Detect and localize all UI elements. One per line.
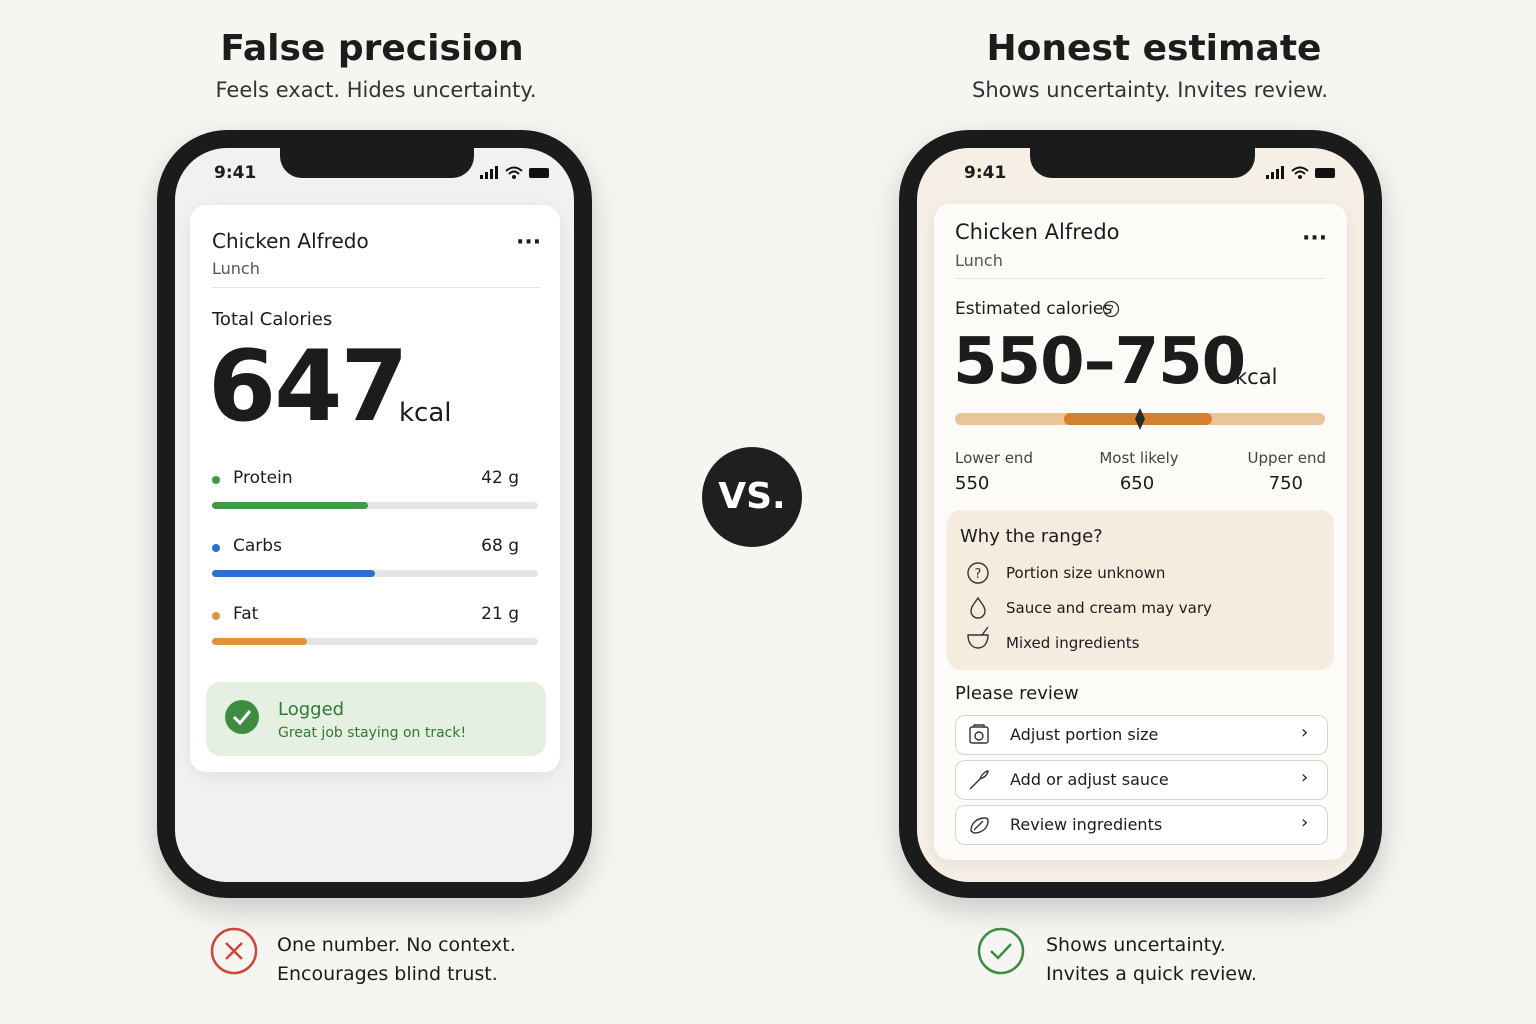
macro-bar bbox=[212, 638, 538, 645]
why-item: Portion size unknown bbox=[1006, 564, 1166, 582]
review-icon bbox=[969, 724, 989, 744]
why-item: Mixed ingredients bbox=[1006, 634, 1140, 652]
time: 9:41 bbox=[214, 163, 257, 183]
verdict-line: Shows uncertainty. bbox=[1046, 934, 1226, 956]
verdict-line: Encourages blind trust. bbox=[277, 963, 498, 985]
heading: Honest estimate bbox=[986, 28, 1322, 69]
verdict-line: Invites a quick review. bbox=[1046, 963, 1257, 985]
review-button[interactable] bbox=[955, 760, 1328, 800]
macro-name: Protein bbox=[233, 468, 293, 488]
calories-range: 550–750 bbox=[953, 325, 1246, 399]
macro-amount: 68 g bbox=[481, 536, 519, 556]
review-label[interactable]: Review ingredients bbox=[1010, 815, 1163, 834]
review-icon bbox=[970, 817, 989, 834]
verdict-line: One number. No context. bbox=[277, 934, 516, 956]
why-box bbox=[947, 510, 1334, 670]
chevron[interactable]: › bbox=[1301, 767, 1309, 788]
check-icon bbox=[225, 700, 259, 734]
review-title: Please review bbox=[955, 683, 1079, 704]
meal-name: Chicken Alfredo bbox=[212, 229, 369, 253]
range-label: Upper end bbox=[1247, 449, 1326, 467]
range-label: Most likely bbox=[1099, 449, 1179, 467]
divider bbox=[955, 278, 1325, 279]
help-icon[interactable]: ? bbox=[1102, 300, 1120, 318]
svg-text:?: ? bbox=[975, 567, 982, 582]
meal-type: Lunch bbox=[955, 251, 1003, 270]
range-value: 550 bbox=[955, 473, 990, 494]
why-title: Why the range? bbox=[960, 526, 1103, 547]
calories-label: Total Calories bbox=[212, 309, 333, 330]
range-value: 650 bbox=[1119, 473, 1155, 494]
macro-dot bbox=[212, 476, 220, 484]
chevron[interactable]: › bbox=[1301, 812, 1309, 833]
more-menu[interactable]: ··· bbox=[1302, 226, 1328, 251]
macro-name: Fat bbox=[233, 604, 259, 624]
macro-dot bbox=[212, 544, 220, 552]
calories-label: Estimated calories bbox=[955, 299, 1113, 319]
range-value: 750 bbox=[1268, 473, 1303, 494]
cross-icon bbox=[210, 927, 258, 975]
chevron[interactable]: › bbox=[1301, 722, 1309, 743]
likely-marker bbox=[1135, 408, 1145, 430]
macro-bar bbox=[212, 502, 538, 509]
review-button[interactable] bbox=[955, 715, 1328, 755]
macro-dot bbox=[212, 612, 220, 620]
vs-text: VS. bbox=[718, 476, 786, 517]
review-button[interactable] bbox=[955, 805, 1328, 845]
vs-badge bbox=[702, 447, 802, 547]
time: 9:41 bbox=[964, 163, 1007, 183]
calories-unit: kcal bbox=[1235, 365, 1278, 389]
macro-bar bbox=[212, 570, 538, 577]
subheading: Shows uncertainty. Invites review. bbox=[972, 78, 1328, 102]
divider bbox=[212, 287, 540, 288]
status-icons bbox=[1266, 166, 1335, 179]
macro-name: Carbs bbox=[233, 536, 282, 556]
macro-amount: 42 g bbox=[481, 468, 519, 488]
svg-text:?: ? bbox=[1108, 303, 1114, 316]
why-item: Sauce and cream may vary bbox=[1006, 599, 1212, 617]
calories-value: 647 bbox=[208, 330, 409, 444]
logged-title: Logged bbox=[278, 699, 345, 720]
logged-message: Great job staying on track! bbox=[278, 725, 467, 741]
calories-unit: kcal bbox=[399, 398, 452, 428]
review-icon bbox=[969, 770, 989, 790]
check-icon bbox=[977, 927, 1025, 975]
meal-name: Chicken Alfredo bbox=[955, 220, 1120, 244]
notch bbox=[1030, 148, 1255, 178]
subheading: Feels exact. Hides uncertainty. bbox=[215, 78, 537, 102]
heading: False precision bbox=[220, 28, 524, 69]
macro-amount: 21 g bbox=[481, 604, 519, 624]
logged-banner bbox=[206, 682, 546, 756]
review-label[interactable]: Add or adjust sauce bbox=[1010, 770, 1169, 789]
meal-type: Lunch bbox=[212, 259, 260, 278]
meal-card bbox=[190, 205, 560, 772]
notch bbox=[280, 148, 474, 178]
why-icons: ? bbox=[967, 562, 989, 649]
more-menu[interactable]: ··· bbox=[516, 230, 542, 255]
review-label[interactable]: Adjust portion size bbox=[1010, 725, 1159, 744]
range-label: Lower end bbox=[955, 449, 1033, 467]
status-icons bbox=[480, 166, 549, 179]
